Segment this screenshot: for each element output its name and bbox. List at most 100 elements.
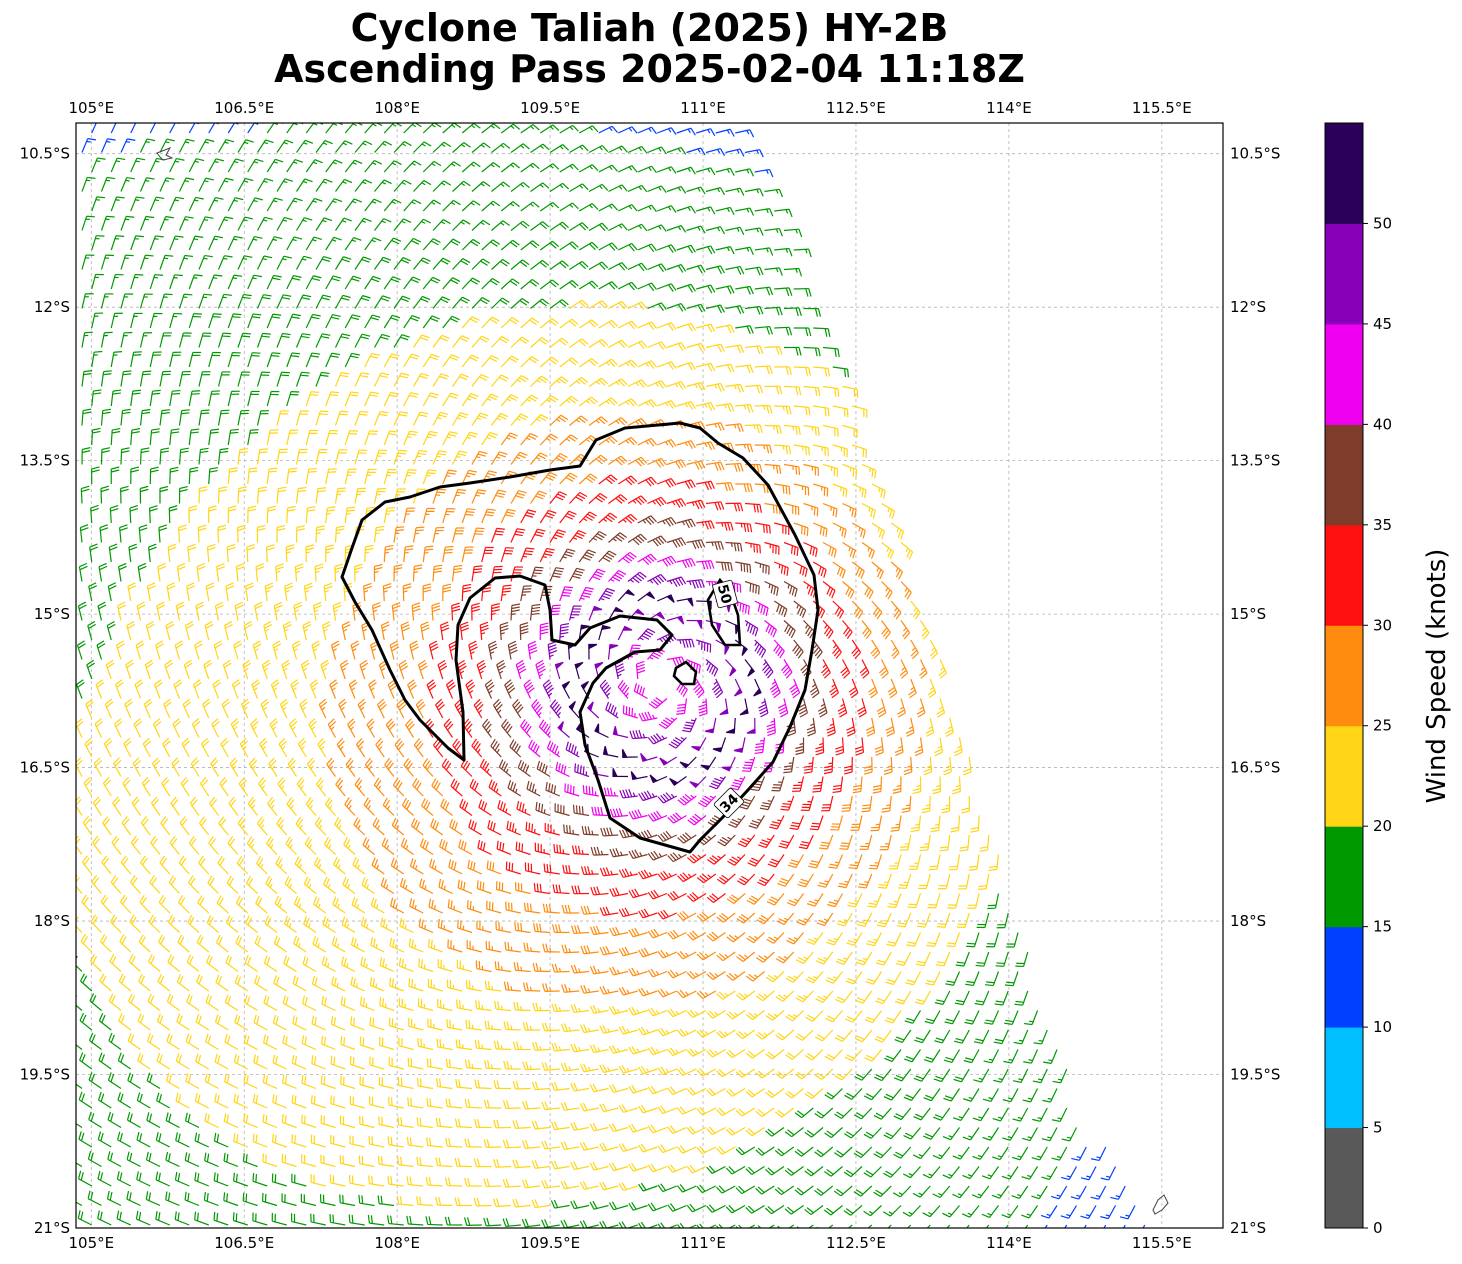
wind-barb [393,526,405,543]
wind-barb [932,1146,951,1160]
wind-barb [822,541,837,558]
wind-barb [1100,1205,1117,1220]
wind-barb [785,1049,804,1060]
wind-barb [266,313,282,329]
wind-barb [442,238,461,251]
wind-barb [617,398,638,407]
wind-barb [427,978,443,992]
wind-barb [539,202,560,212]
wind-barb [1119,1205,1136,1220]
wind-barb [339,659,349,680]
wind-barb [932,776,942,795]
wind-barb [676,244,696,254]
wind-barb [549,182,570,193]
wind-barb [627,533,647,546]
wind-barb [706,931,726,942]
wind-barb [890,600,902,620]
wind-barb [417,659,428,680]
wind-barb [178,409,190,426]
wind-barb [276,216,293,231]
wind-barb [825,1010,843,1023]
wind-barb [169,196,185,212]
wind-barb [500,317,520,329]
wind-barb [735,1107,756,1117]
wind-barb [588,338,609,349]
wind-barb [313,896,327,914]
wind-barb [627,608,645,621]
wind-barb [500,393,519,407]
wind-barb [794,1185,814,1196]
wind-barb [381,837,395,855]
wind-barb [374,256,392,270]
wind-barb [598,358,618,368]
wind-barb [358,1194,375,1207]
wind-barb [719,698,729,716]
wind-barb [842,541,856,559]
wind-barb [513,1001,531,1012]
colorbar-tick-label: 30 [1373,616,1392,634]
wind-barb [628,1162,648,1172]
wind-barb [725,541,743,552]
wind-barb [461,546,474,563]
wind-barb [339,1115,356,1129]
wind-barb [237,216,253,231]
wind-barb [286,505,296,524]
wind-barb [282,1074,297,1090]
wind-barb [159,485,169,504]
wind-barb [113,757,122,777]
chart-title-line1: Cyclone Taliah (2025) HY-2B [350,6,949,50]
wind-barb [471,565,483,582]
wind-barb [745,1010,765,1021]
wind-barb [223,1113,239,1129]
wind-barb [266,158,284,173]
wind-barb [647,928,668,939]
wind-barb [983,1049,1000,1064]
wind-barb [676,1184,697,1193]
wind-barb [954,1029,970,1044]
wind-barb [500,508,516,524]
wind-barb [539,509,557,524]
wind-barb [212,679,222,699]
wind-barb [700,756,717,771]
wind-barb [744,502,762,513]
wind-barb [331,976,346,992]
wind-barb [633,683,648,700]
wind-barb [432,564,443,582]
wind-barb [774,208,793,218]
wind-barb [81,447,91,465]
wind-barb [169,466,179,485]
wind-barb [868,854,883,870]
wind-barb [881,581,893,600]
wind-barb [276,448,288,465]
wind-barb [578,357,599,368]
lon-tick-bottom: 108°E [374,1234,420,1252]
wind-barb [569,376,589,387]
wind-barb [188,351,202,368]
wind-barb [735,483,753,493]
wind-barb [136,601,146,621]
wind-barb [832,776,844,794]
wind-barb [416,1156,434,1168]
wind-barb [483,1217,502,1227]
wind-barb [627,340,648,349]
wind-barb [570,964,590,974]
wind-barb [627,223,648,232]
wind-barb [516,800,531,817]
wind-barb [266,836,278,855]
wind-barb [252,1212,268,1226]
wind-barb [373,525,385,543]
wind-barb [213,1132,229,1148]
wind-barb [393,564,403,582]
wind-barb [559,586,574,602]
wind-barb [725,423,744,433]
wind-barb [995,951,1009,967]
wind-barb [842,424,858,438]
wind-barb [341,621,351,641]
wind-barb [861,542,875,559]
wind-barb [477,839,492,856]
wind-barb [883,1127,902,1140]
wind-barb [283,955,297,973]
wind-barb [123,737,132,758]
wind-barb [227,158,244,173]
